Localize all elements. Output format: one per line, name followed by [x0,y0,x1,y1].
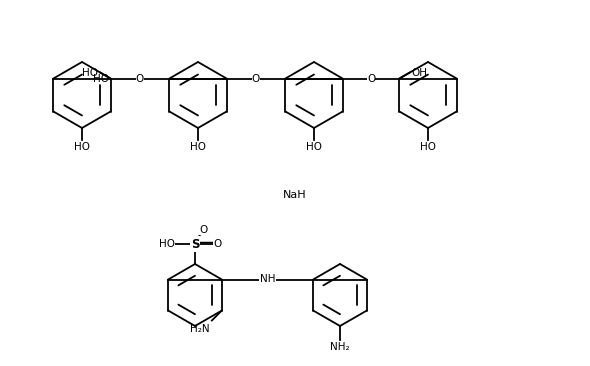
Text: NaH: NaH [283,190,307,200]
Text: O: O [252,74,260,83]
Text: O: O [199,225,207,235]
Text: NH: NH [260,274,276,284]
Text: HO: HO [159,239,175,249]
Text: O: O [367,74,375,83]
Text: S: S [191,238,199,250]
Text: HO: HO [306,142,322,152]
Text: HO: HO [190,142,206,152]
Text: HO: HO [82,67,98,78]
Text: HO: HO [93,74,109,83]
Text: OH: OH [412,67,428,78]
Text: HO: HO [420,142,436,152]
Text: O: O [136,74,144,83]
Text: O: O [213,239,221,249]
Text: H₂N: H₂N [190,325,210,335]
Text: NH₂: NH₂ [330,342,350,352]
Text: HO: HO [74,142,90,152]
